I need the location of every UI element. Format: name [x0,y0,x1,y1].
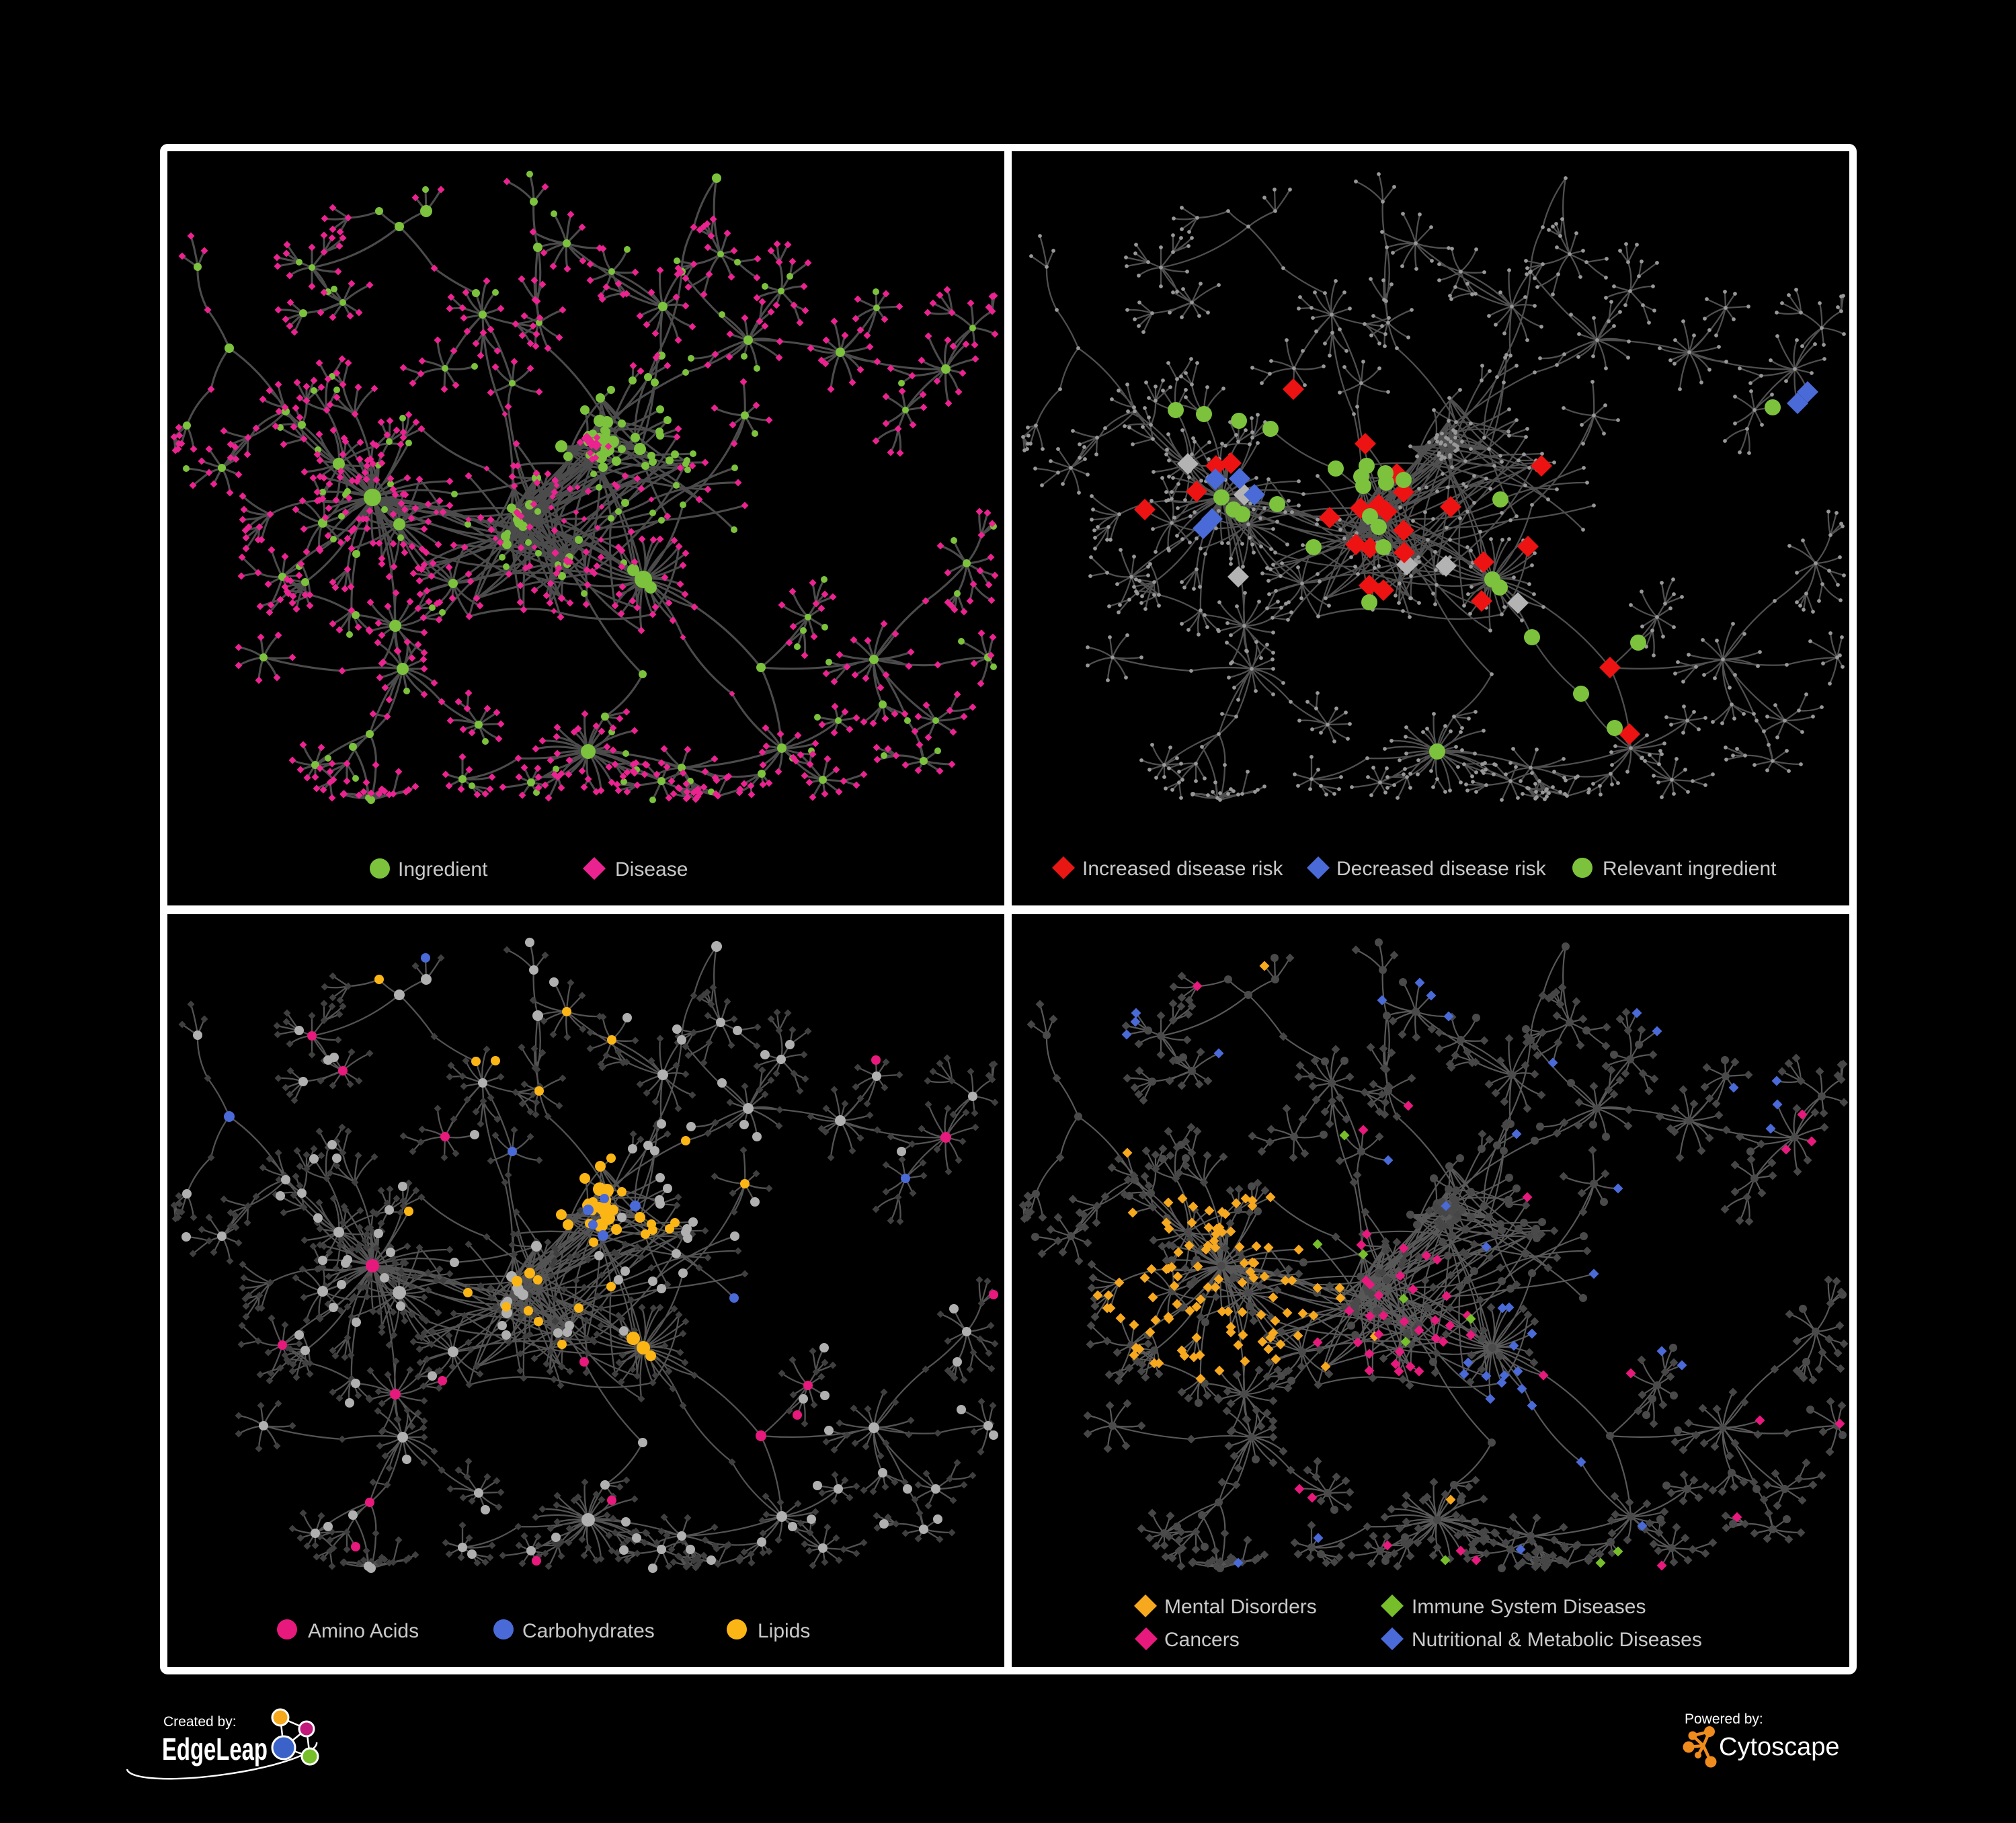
svg-text:Decreased disease risk: Decreased disease risk [1336,858,1547,880]
svg-text:Created by:: Created by: [163,1714,237,1730]
svg-text:Cancers: Cancers [1164,1629,1240,1651]
svg-text:Relevant ingredient: Relevant ingredient [1603,858,1777,880]
svg-text:Powered by:: Powered by: [1685,1711,1763,1727]
svg-text:EdgeLeap: EdgeLeap [162,1732,268,1767]
svg-text:Nutritional & Metabolic Diseas: Nutritional & Metabolic Diseases [1412,1629,1702,1651]
svg-text:Increased disease risk: Increased disease risk [1082,858,1283,880]
svg-text:Mental Disorders: Mental Disorders [1164,1596,1317,1618]
svg-text:Lipids: Lipids [758,1620,810,1642]
svg-text:Disease: Disease [615,858,688,881]
svg-text:Cytoscape: Cytoscape [1719,1733,1840,1761]
svg-text:Immune System Diseases: Immune System Diseases [1412,1596,1646,1618]
svg-text:Carbohydrates: Carbohydrates [522,1620,655,1642]
svg-text:Amino Acids: Amino Acids [308,1620,419,1642]
svg-text:Ingredient: Ingredient [398,858,488,881]
